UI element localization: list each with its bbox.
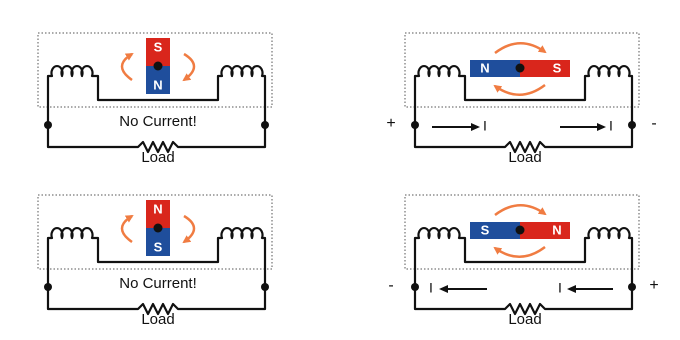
stator-winding <box>46 227 267 287</box>
polarity: + <box>386 115 395 132</box>
terminal <box>44 121 52 129</box>
load-circuit <box>413 287 634 316</box>
magnet-label: S <box>553 60 562 75</box>
rotor-housing <box>37 32 273 108</box>
current-label: I <box>429 280 433 296</box>
current-label: I <box>558 280 562 296</box>
load-circuit <box>46 125 267 154</box>
rotation-arrow <box>182 214 196 244</box>
magnet-pole <box>520 60 570 77</box>
panel: Load S N No Current! <box>37 32 273 166</box>
load-label: Load <box>508 311 541 328</box>
panel: Load N S + - I I <box>386 32 657 166</box>
pivot <box>515 225 525 235</box>
magnet-pole <box>146 228 170 256</box>
panel: Load S N - + I I <box>388 194 659 328</box>
terminal <box>261 283 269 291</box>
current-label: I <box>609 118 613 134</box>
rotation-arrow <box>120 214 134 244</box>
terminal <box>411 121 419 129</box>
terminal <box>628 283 636 291</box>
current-label: I <box>483 118 487 134</box>
rotation-arrow <box>493 245 546 258</box>
magnet-pole <box>146 66 170 94</box>
pivot <box>515 63 525 73</box>
magnet-label: N <box>552 222 561 237</box>
magnet-pole <box>520 222 570 239</box>
rotation-arrow <box>493 83 546 96</box>
magnet-pole <box>146 200 170 228</box>
magnet-label: S <box>481 222 490 237</box>
rotation-arrow <box>120 52 134 82</box>
magnet-label: S <box>154 39 163 54</box>
rotation-arrow <box>182 52 196 82</box>
load-label: Load <box>141 311 174 328</box>
caption: No Current! <box>119 275 197 292</box>
magnet-pole <box>470 60 520 77</box>
rotation-arrow <box>494 42 547 55</box>
terminal <box>628 121 636 129</box>
pivot <box>153 61 163 71</box>
magnet-label: N <box>153 201 162 216</box>
load-circuit <box>46 287 267 316</box>
rotor-housing <box>404 32 640 108</box>
rotation-arrow <box>494 204 547 217</box>
stator-winding <box>413 65 634 125</box>
load-circuit <box>413 125 634 154</box>
magnet-pole <box>146 38 170 66</box>
polarity: - <box>651 115 656 132</box>
magnet-label: N <box>480 60 489 75</box>
stator-winding <box>413 227 634 287</box>
pivot <box>153 223 163 233</box>
polarity: - <box>388 277 393 294</box>
polarity: + <box>649 277 658 294</box>
load-label: Load <box>141 149 174 166</box>
rotor-housing <box>37 194 273 270</box>
load-label: Load <box>508 149 541 166</box>
terminal <box>44 283 52 291</box>
magnet-pole <box>470 222 520 239</box>
rotor-housing <box>404 194 640 270</box>
terminal <box>411 283 419 291</box>
magnet-label: S <box>154 239 163 254</box>
caption: No Current! <box>119 113 197 130</box>
panel: Load N S No Current! <box>37 194 273 328</box>
terminal <box>261 121 269 129</box>
stator-winding <box>46 65 267 125</box>
magnet-label: N <box>153 77 162 92</box>
